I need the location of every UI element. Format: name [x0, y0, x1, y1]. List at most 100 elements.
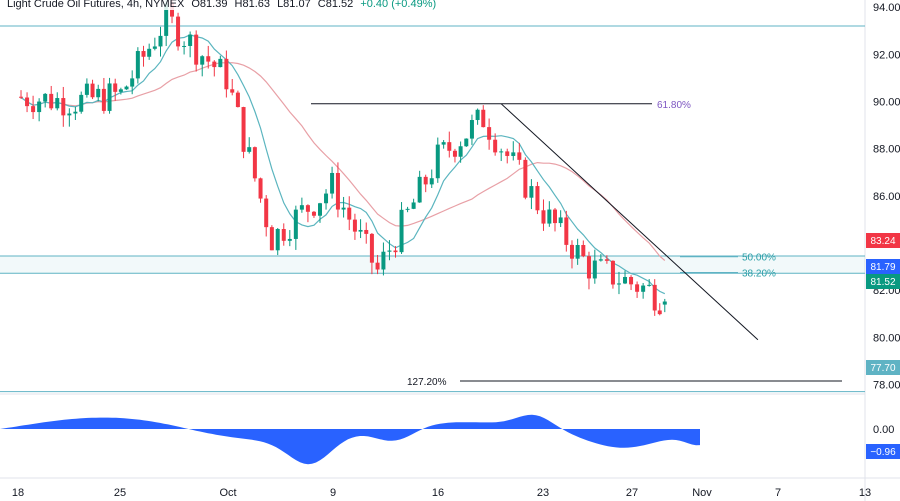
- candle-body: [218, 58, 223, 68]
- x-tick-label: 13: [859, 487, 871, 499]
- price-badge-label: 77.70: [870, 363, 895, 374]
- support-zone: [0, 255, 865, 274]
- legend-low: L81.07: [277, 0, 311, 10]
- candle-body: [135, 51, 140, 79]
- candle-body: [324, 193, 329, 204]
- candle-body: [49, 93, 54, 109]
- fast-moving-average-line: [20, 34, 666, 295]
- candle-body: [224, 58, 229, 90]
- candle-body: [635, 284, 640, 292]
- x-tick-label: 23: [537, 487, 549, 499]
- price-badge: [866, 259, 900, 274]
- y-tick-label: 88.00: [873, 144, 900, 156]
- candle-body: [541, 210, 546, 224]
- legend-symbol: Light Crude Oil Futures, 4h, NYMEX: [7, 0, 185, 10]
- candle-body: [652, 284, 657, 311]
- candle-body: [604, 259, 609, 261]
- price-badge: [866, 360, 900, 375]
- y-tick-label: 92.00: [873, 49, 900, 61]
- candle-body: [247, 147, 252, 152]
- candle-body: [25, 97, 30, 107]
- candle-body: [575, 245, 580, 259]
- fib-label: 50.00%: [742, 253, 776, 264]
- candle-body: [287, 238, 292, 241]
- candle-body: [113, 83, 118, 92]
- candle-body: [581, 245, 586, 257]
- legend-open: O81.39: [191, 0, 228, 10]
- candle-body: [469, 120, 474, 139]
- candle-body: [535, 186, 540, 211]
- candle-body: [598, 259, 603, 261]
- candle-body: [369, 233, 374, 263]
- oscillator-tick-label: 0.00: [873, 424, 894, 436]
- candle-body: [330, 172, 335, 194]
- candle-body: [435, 144, 440, 179]
- x-tick-label: 9: [330, 487, 336, 499]
- candle-body: [662, 301, 667, 305]
- candle-body: [623, 276, 628, 284]
- candle-body: [352, 219, 357, 232]
- candle-body: [347, 207, 352, 220]
- candle-body: [657, 310, 662, 315]
- oscillator-badge: [866, 444, 900, 459]
- candle-body: [305, 205, 310, 212]
- candle-body: [452, 150, 457, 157]
- candle-body: [505, 151, 510, 156]
- x-tick-label: 7: [775, 487, 781, 499]
- candle-body: [258, 178, 263, 199]
- candle-body: [405, 208, 410, 210]
- candle-body: [269, 227, 274, 251]
- candle-body: [417, 176, 422, 203]
- candle-body: [447, 142, 452, 151]
- candle-body: [176, 16, 181, 47]
- candle-body: [364, 229, 369, 234]
- y-tick-label: 80.00: [873, 332, 900, 344]
- candle-body: [130, 78, 135, 87]
- candle-body: [552, 209, 557, 224]
- candle-body: [481, 109, 486, 128]
- candle-body: [158, 35, 163, 47]
- candle-body: [84, 83, 89, 95]
- candle-body: [299, 205, 304, 210]
- candle-body: [558, 217, 563, 224]
- candle-body: [230, 89, 235, 93]
- candle-body: [212, 61, 217, 68]
- candle-body: [493, 139, 498, 153]
- candle-body: [107, 83, 112, 111]
- candle-body: [182, 45, 187, 47]
- legend-close: C81.52: [317, 0, 354, 10]
- candle-body: [311, 211, 316, 216]
- downtrend-line: [500, 103, 759, 341]
- candle-body: [293, 209, 298, 239]
- candle-body: [141, 51, 146, 57]
- price-badge-label: 83.24: [870, 236, 895, 247]
- chart-legend: Light Crude Oil Futures, 4h, NYMEX O81.3…: [4, 0, 444, 10]
- candle-body: [43, 93, 48, 102]
- candle-body: [475, 109, 480, 121]
- x-tick-label: 16: [432, 487, 444, 499]
- y-tick-label: 86.00: [873, 191, 900, 203]
- candle-body: [264, 198, 269, 228]
- candle-body: [393, 250, 398, 253]
- candle-body: [118, 89, 123, 92]
- candle-body: [194, 34, 199, 65]
- candle-body: [441, 142, 446, 145]
- candle-body: [124, 86, 129, 90]
- price-badge: [866, 274, 900, 289]
- candle-body: [73, 111, 78, 114]
- y-tick-label: 94.00: [873, 2, 900, 14]
- candle-body: [381, 251, 386, 270]
- candle-body: [458, 146, 463, 157]
- candle-body: [547, 209, 552, 224]
- price-badge-label: 81.52: [870, 277, 895, 288]
- candle-body: [411, 202, 416, 209]
- candle-body: [387, 250, 392, 252]
- candle-body: [616, 283, 621, 285]
- candle-body: [101, 88, 106, 111]
- candle-body: [206, 56, 211, 62]
- x-tick-label: 27: [626, 487, 638, 499]
- candle-body: [200, 56, 205, 65]
- y-tick-label: 78.00: [873, 380, 900, 392]
- candle-body: [523, 159, 528, 198]
